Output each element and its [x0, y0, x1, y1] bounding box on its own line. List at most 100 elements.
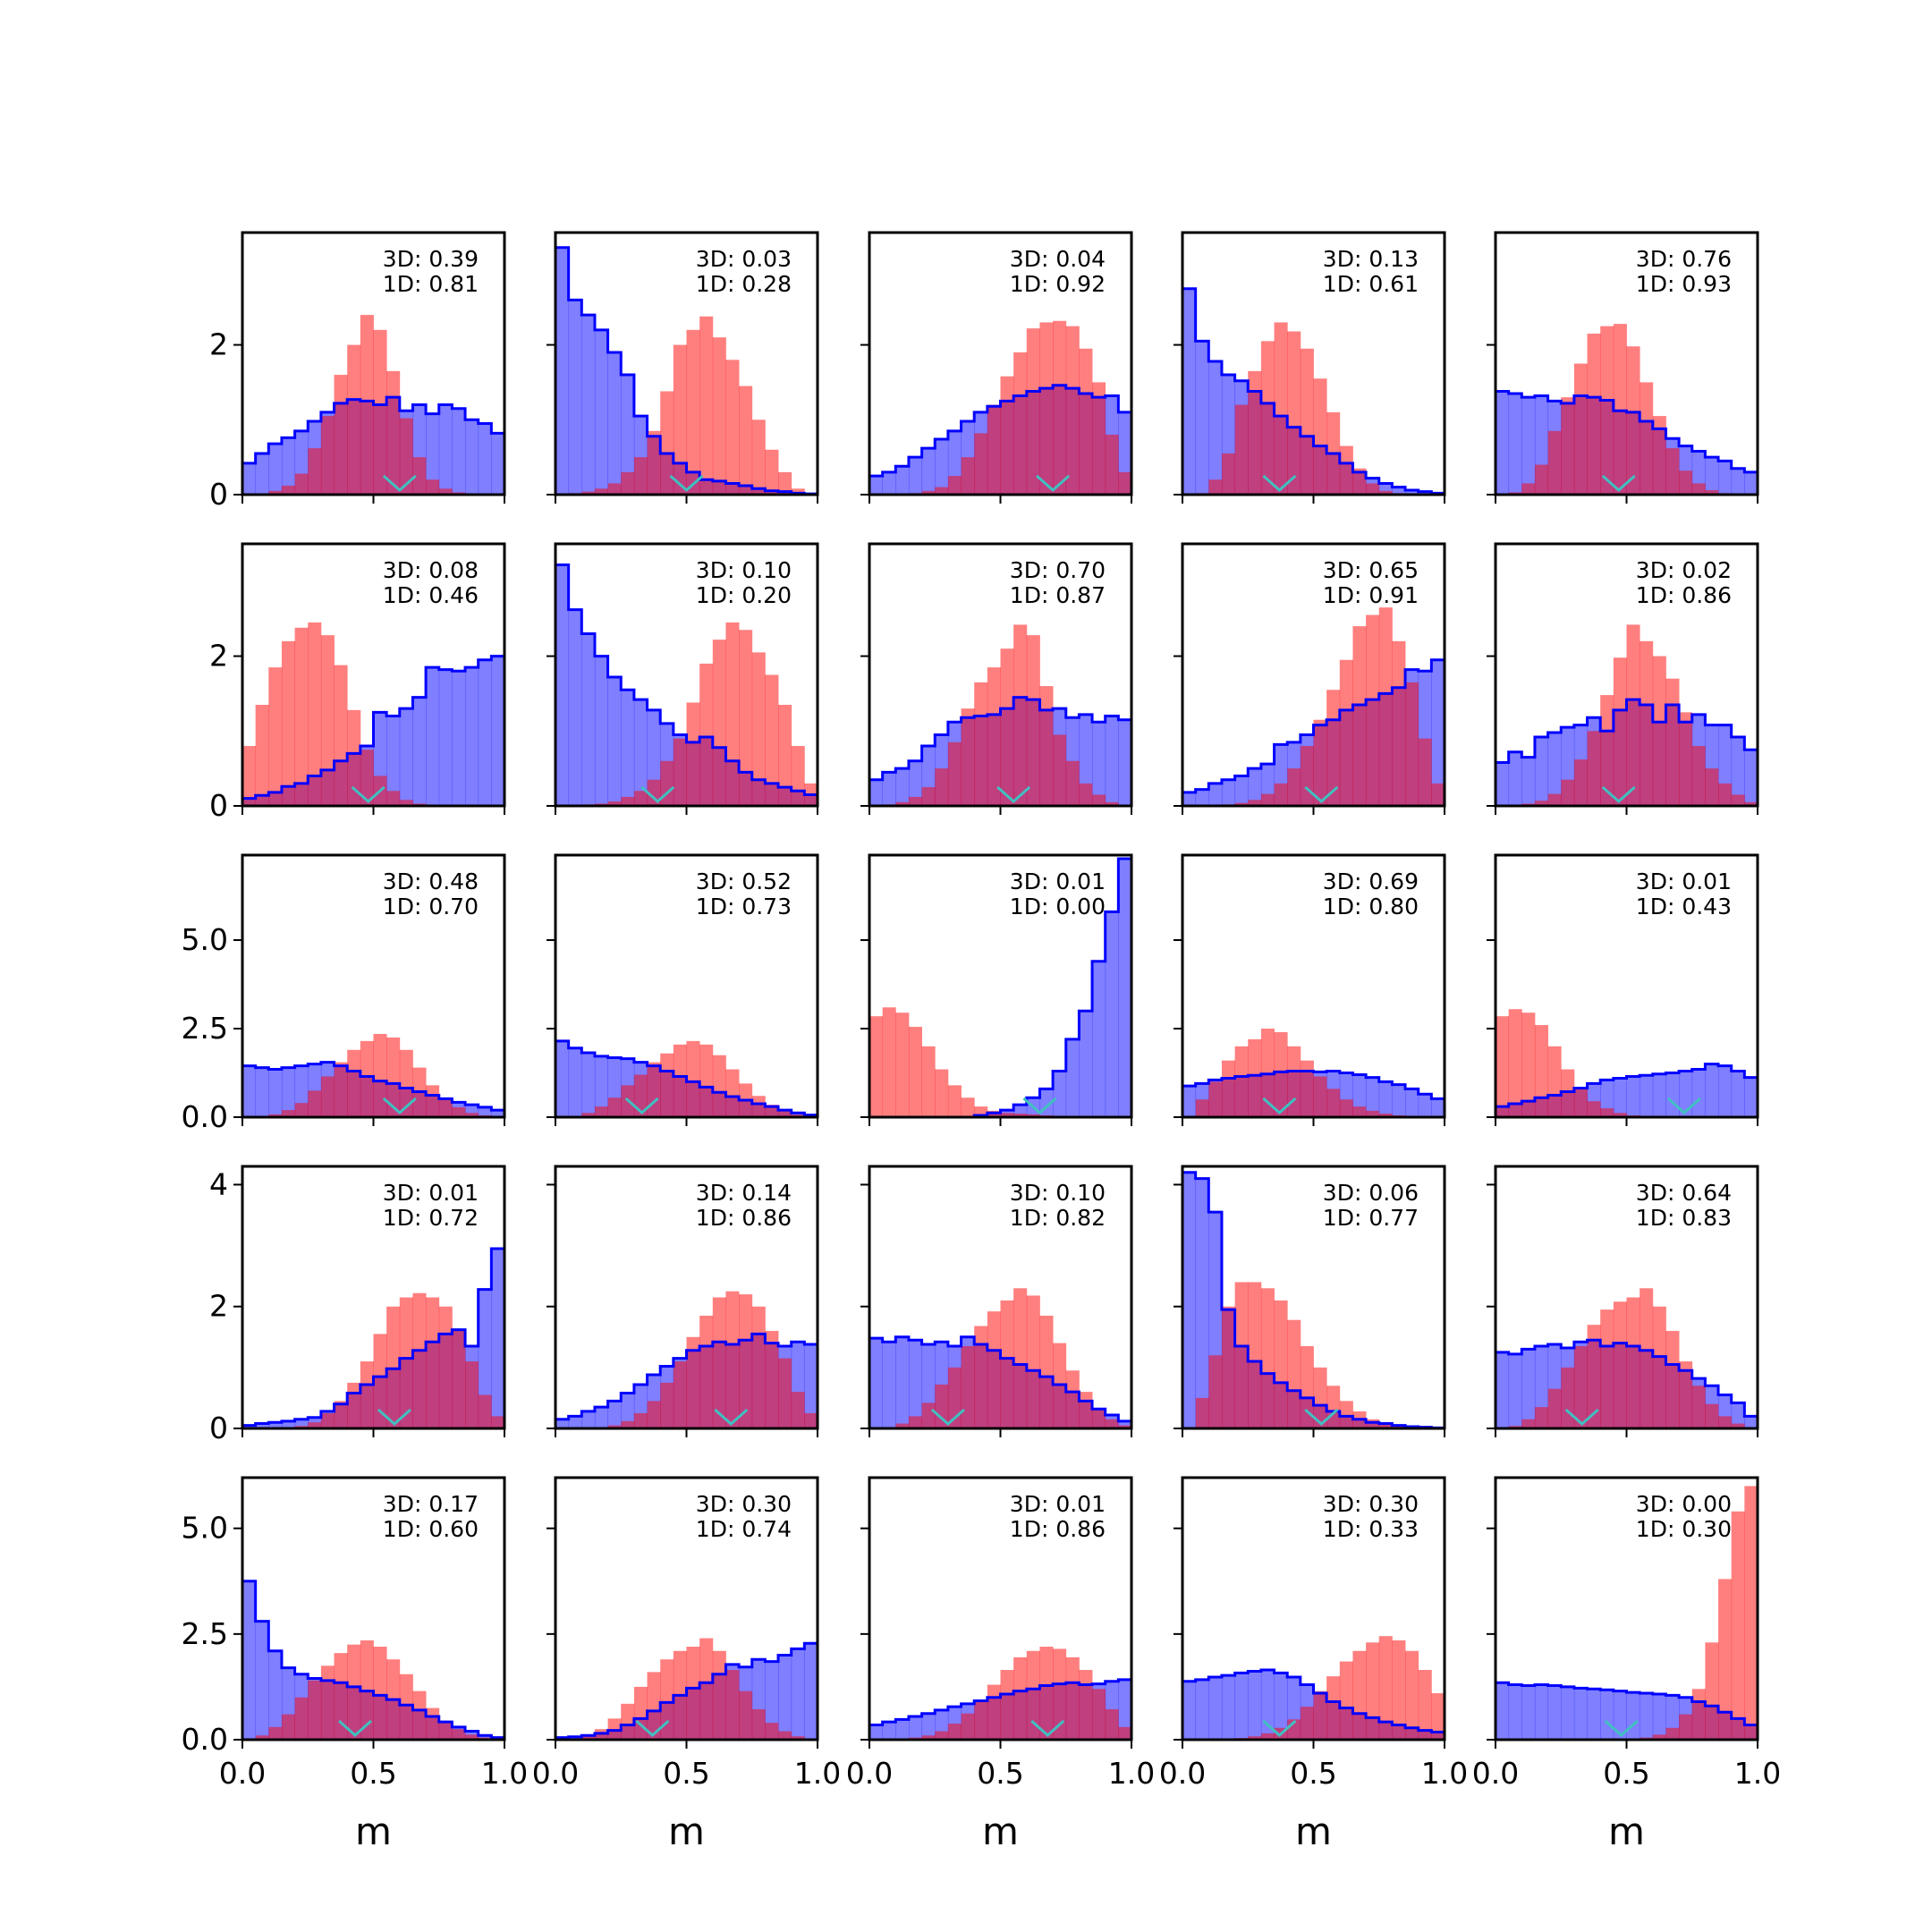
blue-bar	[438, 669, 453, 806]
red-bar	[895, 1423, 910, 1428]
red-bar	[1600, 1309, 1614, 1428]
blue-step-outline	[554, 563, 819, 806]
blue-bar	[607, 352, 622, 495]
red-bar	[1573, 1089, 1588, 1117]
marker-v	[351, 785, 386, 804]
red-bar	[1287, 331, 1301, 495]
blue-step-outline	[1181, 287, 1446, 495]
red-bar	[452, 1106, 466, 1117]
marker-v	[1601, 474, 1636, 493]
red-bar	[1339, 659, 1353, 806]
blue-bar	[1118, 858, 1132, 1117]
blue-bar	[1118, 1420, 1132, 1428]
red-bar	[1092, 794, 1106, 806]
blue-bar	[1705, 1063, 1719, 1117]
label-3d: 3D: 0.08	[383, 557, 479, 583]
red-bar	[1613, 1113, 1627, 1117]
marker-v	[1262, 1719, 1297, 1738]
red-bar	[921, 1735, 936, 1740]
blue-step-outline	[1181, 658, 1446, 806]
red-bar	[294, 1697, 309, 1740]
red-bar	[426, 1297, 440, 1428]
y-tick-label: 2	[209, 1289, 228, 1324]
red-bar	[1378, 1423, 1393, 1428]
blue-bar	[465, 667, 479, 806]
blue-bar	[478, 1735, 492, 1740]
y-tick-label: 5.0	[182, 1511, 228, 1546]
blue-step-outline	[1181, 1070, 1446, 1117]
red-bar	[1105, 1419, 1119, 1428]
label-1d: 1D: 0.87	[1010, 582, 1106, 608]
x-tick-label: 0.0	[532, 1756, 579, 1791]
red-bar	[1118, 1726, 1132, 1740]
red-histogram	[1195, 1282, 1432, 1428]
red-bar	[452, 1330, 466, 1428]
blue-bar	[555, 247, 570, 495]
red-bar	[373, 1647, 387, 1740]
red-bar	[1313, 719, 1327, 806]
x-tick-label: 0.5	[350, 1756, 396, 1791]
red-histogram	[255, 315, 479, 495]
red-bar	[1248, 1736, 1262, 1740]
red-bar	[633, 791, 648, 806]
red-bar	[633, 457, 648, 495]
red-bar	[1053, 320, 1067, 495]
red-bar	[1248, 1038, 1262, 1117]
red-bar	[281, 1714, 295, 1740]
red-bar	[1600, 326, 1614, 495]
blue-bar	[268, 1650, 283, 1740]
red-bar	[373, 1033, 387, 1117]
blue-bar	[1508, 1684, 1522, 1740]
blue-bar	[1405, 1089, 1419, 1117]
red-bar	[961, 1713, 975, 1740]
blue-step-outline	[554, 246, 819, 496]
red-bar	[935, 768, 949, 806]
red-bar	[1013, 1288, 1028, 1428]
red-bar	[660, 760, 674, 806]
label-3d: 3D: 0.02	[1636, 557, 1732, 583]
blue-bar	[581, 633, 596, 806]
blue-bar	[478, 1289, 492, 1428]
y-tick-label: 0	[209, 1411, 228, 1445]
blue-bar	[1418, 491, 1432, 495]
red-bar	[1339, 1401, 1353, 1428]
red-bar	[1053, 734, 1067, 806]
red-bar	[673, 738, 687, 806]
red-bar	[712, 640, 726, 806]
red-bar	[1274, 1300, 1288, 1428]
blue-bar	[581, 315, 596, 495]
blue-bar	[1691, 1069, 1706, 1117]
label-1d: 1D: 0.73	[696, 894, 792, 919]
blue-bar	[1508, 1353, 1522, 1428]
red-bar	[1587, 1325, 1601, 1428]
red-bar	[1065, 760, 1080, 806]
red-bar	[1248, 370, 1262, 495]
red-bar	[621, 796, 635, 806]
red-bar	[1431, 1693, 1445, 1740]
blue-bar	[491, 433, 505, 495]
red-bar	[778, 1110, 792, 1117]
x-tick-label: 0.0	[219, 1756, 266, 1791]
red-bar	[1600, 695, 1614, 806]
red-bar	[1418, 1670, 1432, 1740]
red-bar	[673, 1361, 687, 1428]
blue-bar	[633, 699, 648, 806]
blue-bar	[1547, 1685, 1562, 1740]
blue-bar	[778, 1655, 792, 1740]
blue-bar	[452, 671, 466, 806]
blue-bar	[1744, 1077, 1758, 1117]
red-bar	[1626, 346, 1640, 495]
x-axis-label: m	[1608, 1809, 1645, 1853]
blue-bar	[594, 1055, 608, 1117]
red-bar	[1065, 326, 1080, 495]
label-3d: 3D: 0.65	[1323, 557, 1419, 583]
red-bar	[725, 1069, 740, 1117]
label-1d: 1D: 0.91	[1323, 582, 1419, 608]
red-bar	[1339, 1099, 1353, 1117]
marker-v	[1262, 1097, 1297, 1115]
label-1d: 1D: 0.00	[1010, 894, 1106, 919]
blue-bar	[581, 1411, 596, 1428]
